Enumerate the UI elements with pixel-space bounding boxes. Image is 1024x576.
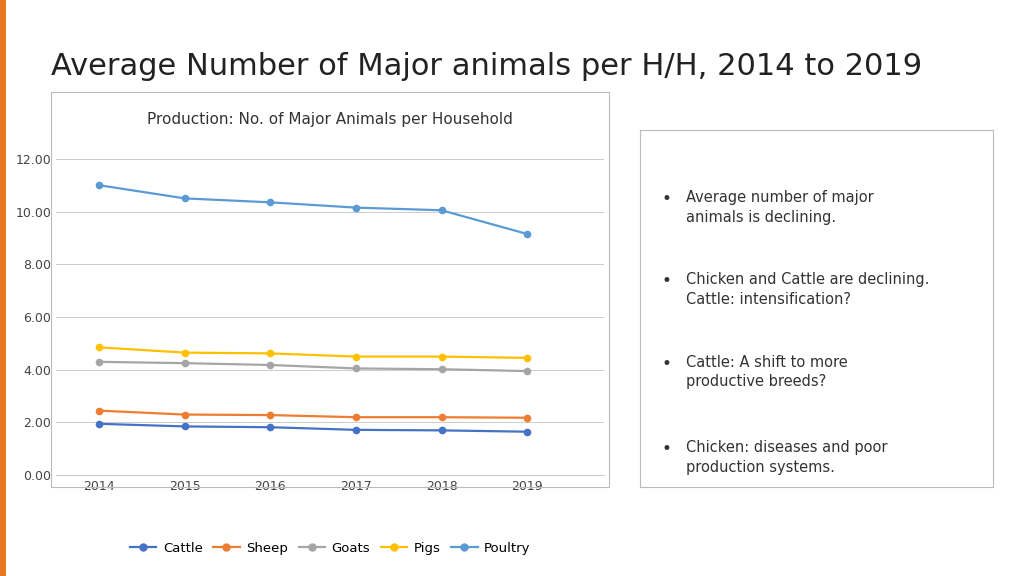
- Poultry: [350, 204, 362, 211]
- Goats: [435, 366, 447, 373]
- Text: Average Number of Major animals per H/H, 2014 to 2019: Average Number of Major animals per H/H,…: [51, 52, 923, 81]
- Text: Chicken and Cattle are declining.
Cattle: intensification?: Chicken and Cattle are declining. Cattle…: [686, 272, 930, 307]
- Sheep: [350, 414, 362, 420]
- Poultry: [264, 199, 276, 206]
- Poultry: [93, 182, 105, 189]
- Sheep: [93, 407, 105, 414]
- Pigs: [264, 350, 276, 357]
- Pigs: [178, 349, 190, 356]
- Pigs: [521, 354, 534, 361]
- Title: Production: No. of Major Animals per Household: Production: No. of Major Animals per Hou…: [147, 112, 513, 127]
- Cattle: [178, 423, 190, 430]
- Text: •: •: [662, 440, 671, 458]
- Text: Average number of major
animals is declining.: Average number of major animals is decli…: [686, 190, 873, 225]
- Text: •: •: [662, 190, 671, 209]
- Poultry: [178, 195, 190, 202]
- Goats: [350, 365, 362, 372]
- Goats: [178, 359, 190, 366]
- Cattle: [93, 420, 105, 427]
- Poultry: [521, 230, 534, 237]
- Sheep: [264, 412, 276, 419]
- Line: Cattle: Cattle: [96, 420, 530, 435]
- Cattle: [521, 428, 534, 435]
- Cattle: [264, 424, 276, 431]
- Legend: Cattle, Sheep, Goats, Pigs, Poultry: Cattle, Sheep, Goats, Pigs, Poultry: [125, 537, 536, 560]
- Sheep: [521, 414, 534, 421]
- Pigs: [435, 353, 447, 360]
- Text: •: •: [662, 355, 671, 373]
- Goats: [264, 362, 276, 369]
- Cattle: [350, 426, 362, 433]
- Goats: [521, 367, 534, 374]
- Line: Pigs: Pigs: [96, 344, 530, 361]
- Text: Cattle: A shift to more
productive breeds?: Cattle: A shift to more productive breed…: [686, 355, 848, 389]
- Pigs: [93, 344, 105, 351]
- Sheep: [435, 414, 447, 420]
- Goats: [93, 358, 105, 365]
- Text: Chicken: diseases and poor
production systems.: Chicken: diseases and poor production sy…: [686, 440, 888, 475]
- Sheep: [178, 411, 190, 418]
- Text: •: •: [662, 272, 671, 290]
- Pigs: [350, 353, 362, 360]
- Line: Goats: Goats: [96, 359, 530, 374]
- Poultry: [435, 207, 447, 214]
- Line: Poultry: Poultry: [96, 182, 530, 237]
- Line: Sheep: Sheep: [96, 407, 530, 421]
- Cattle: [435, 427, 447, 434]
